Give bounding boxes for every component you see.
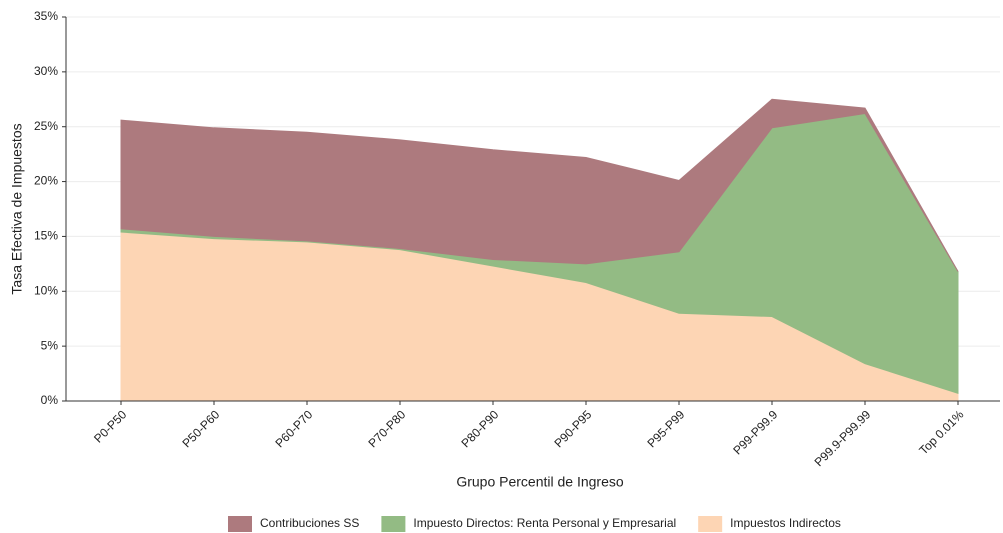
legend-swatch bbox=[228, 516, 252, 532]
y-tick-label: 35% bbox=[34, 9, 58, 23]
legend-swatch bbox=[381, 516, 406, 532]
x-tick-label: P99-P99.9 bbox=[730, 407, 780, 457]
y-tick-label: 15% bbox=[34, 229, 58, 243]
legend-swatch bbox=[698, 516, 723, 532]
x-axis-title: Grupo Percentil de Ingreso bbox=[456, 474, 624, 490]
y-tick-label: 30% bbox=[34, 64, 58, 78]
legend-label: Impuestos Indirectos bbox=[730, 516, 841, 530]
x-tick-label: P50-P60 bbox=[179, 407, 222, 450]
y-tick-label: 0% bbox=[41, 393, 59, 407]
y-tick-label: 10% bbox=[34, 283, 58, 297]
legend: Contribuciones SS Impuesto Directos: Rent… bbox=[228, 516, 841, 532]
x-tick-label: P99.9-P99.99 bbox=[812, 407, 874, 469]
x-tick-label: P0-P50 bbox=[91, 407, 129, 445]
y-axis-title: Tasa Efectiva de Impuestos bbox=[9, 123, 25, 294]
legend-label: Impuesto Directos: Renta Personal y Empr… bbox=[413, 516, 676, 530]
y-tick-label: 25% bbox=[34, 119, 58, 133]
y-tick-label: 5% bbox=[41, 338, 59, 352]
y-tick-label: 20% bbox=[34, 174, 58, 188]
x-tick-label: P80-P90 bbox=[458, 407, 501, 450]
x-tick-label: Top 0.01% bbox=[916, 407, 966, 457]
x-tick-label: P70-P80 bbox=[365, 407, 408, 450]
area bbox=[120, 98, 959, 272]
x-tick-label: P60-P70 bbox=[272, 407, 315, 450]
x-tick-label: P90-P95 bbox=[551, 407, 594, 450]
legend-label: Contribuciones SS bbox=[260, 516, 359, 530]
x-tick-label: P95-P99 bbox=[644, 407, 687, 450]
